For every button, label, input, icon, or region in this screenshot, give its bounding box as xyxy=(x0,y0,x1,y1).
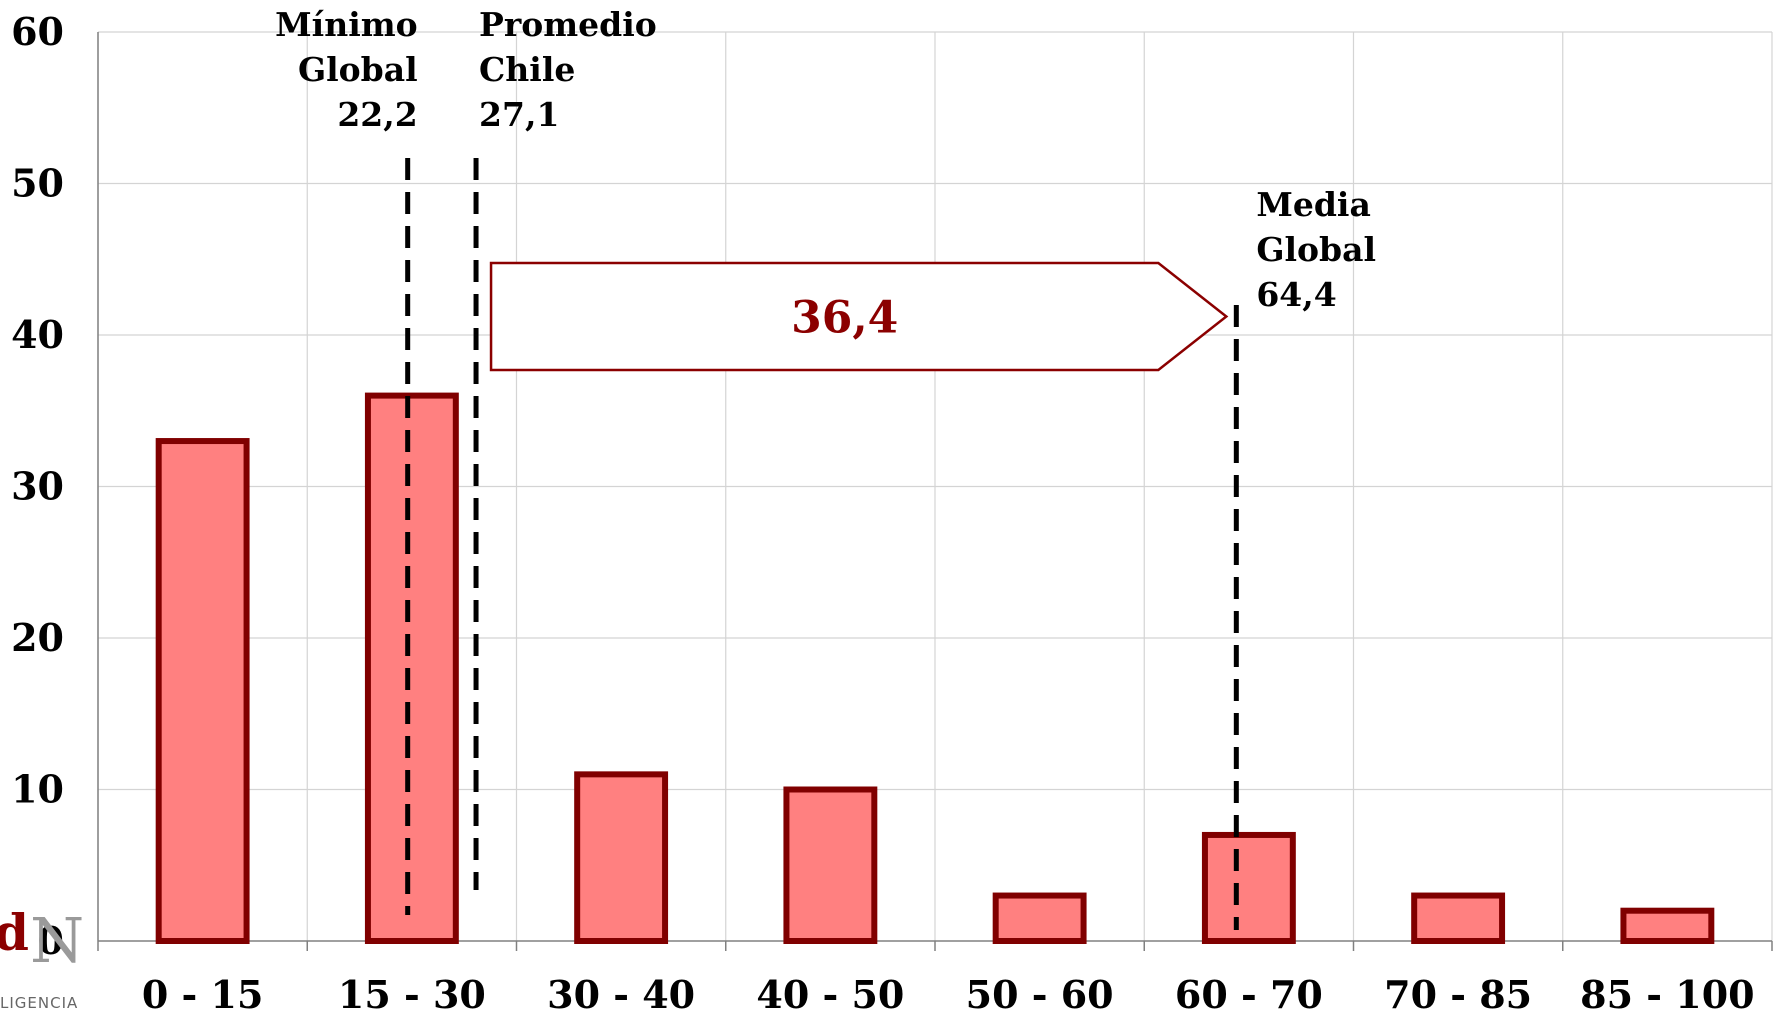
reference-label-line: 27,1 xyxy=(479,95,559,134)
bar xyxy=(155,438,250,944)
y-tick-label: 30 xyxy=(11,464,64,509)
gap-arrow: 36,4 xyxy=(489,261,1229,372)
reference-label-line: Chile xyxy=(479,50,575,89)
reference-label-line: Promedio xyxy=(479,5,657,44)
reference-label: Promedio Chile 27,1 xyxy=(479,5,657,134)
x-tick-label: 50 - 60 xyxy=(966,972,1114,1015)
y-tick-label: 50 xyxy=(11,161,64,206)
grid-lines xyxy=(97,31,1773,941)
bar xyxy=(574,771,669,944)
x-tick-label: 40 - 50 xyxy=(756,972,904,1015)
y-tick-label: 0 xyxy=(38,918,64,963)
x-tick-labels: 0 - 15 15 - 30 30 - 40 40 - 50 50 - 60 60 - 7… xyxy=(142,972,1755,1015)
reference-lines: Mínimo Global 22,2 Promedio Chile 27,1 Media Gl… xyxy=(275,5,1376,930)
reference-label-line: Media xyxy=(1256,185,1371,224)
reference-label-line: 64,4 xyxy=(1256,275,1336,314)
reference-label-line: 22,2 xyxy=(337,95,417,134)
bar xyxy=(1201,831,1296,945)
bar xyxy=(1620,907,1715,945)
logo: N d LIGENCIA xyxy=(0,908,92,1015)
bar xyxy=(364,392,459,945)
y-tick-label: 10 xyxy=(11,767,64,812)
y-tick-label: 60 xyxy=(11,9,64,54)
x-tick-label: 85 - 100 xyxy=(1580,972,1754,1015)
bar xyxy=(1411,892,1506,944)
reference-label-line: Global xyxy=(1256,230,1376,269)
y-tick-label: 20 xyxy=(11,615,64,660)
bar xyxy=(992,892,1087,944)
reference-label-line: Global xyxy=(298,50,418,89)
reference-label-line: Mínimo xyxy=(275,5,418,44)
logo-text: LIGENCIA xyxy=(0,994,79,1012)
x-tick-label: 30 - 40 xyxy=(547,972,695,1015)
gap-arrow-shape xyxy=(489,261,1229,372)
logo-letter-d: d xyxy=(0,908,29,962)
y-tick-labels: 0 10 20 30 40 50 60 xyxy=(11,9,64,963)
x-tick-label: 60 - 70 xyxy=(1175,972,1323,1015)
bar xyxy=(783,786,878,944)
y-tick-label: 40 xyxy=(11,312,64,357)
x-tick-label: 15 - 30 xyxy=(338,972,486,1015)
reference-label: Media Global 64,4 xyxy=(1256,185,1376,314)
reference-label: Mínimo Global 22,2 xyxy=(275,5,418,134)
logo-letter-n: N xyxy=(30,908,85,977)
bars xyxy=(155,392,1715,945)
gap-arrow-label: 36,4 xyxy=(791,293,898,344)
x-tick-label: 0 - 15 xyxy=(142,972,264,1015)
x-tick-label: 70 - 85 xyxy=(1384,972,1532,1015)
